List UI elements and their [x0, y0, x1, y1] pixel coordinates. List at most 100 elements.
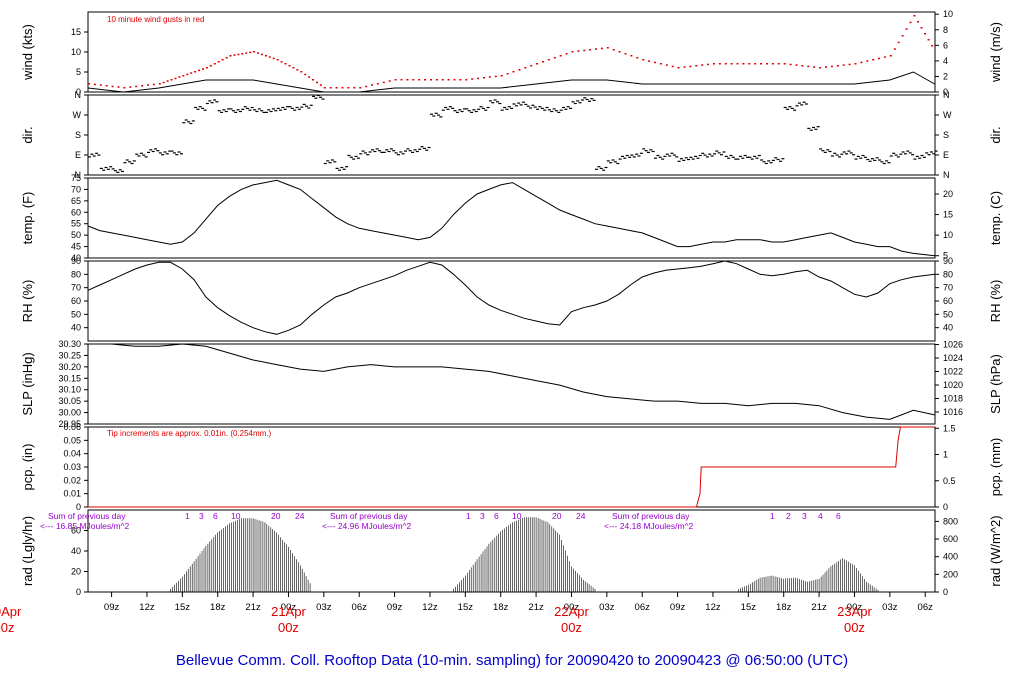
dir-point: [795, 105, 799, 107]
dir-point: [573, 102, 577, 105]
dir-point: [842, 151, 846, 153]
dir-point: [804, 103, 808, 105]
temp-right-tick-label: 5: [943, 251, 948, 261]
dir-point: [90, 153, 94, 155]
dir-point: [661, 158, 665, 160]
wind-gust-point: [559, 55, 562, 57]
dir-point: [748, 156, 752, 158]
dir-point: [816, 126, 820, 128]
wind-gust-point: [547, 59, 550, 61]
wind-gust-point: [213, 63, 216, 65]
dir-point: [425, 149, 429, 151]
dir-point: [630, 154, 634, 156]
dir-point: [533, 106, 537, 108]
dir-point: [330, 159, 334, 161]
wind-gust-point: [860, 61, 863, 64]
x-tick-label: 18z: [776, 602, 792, 613]
slp-left-tick-label: 30.10: [58, 385, 81, 395]
pcp-right-tick-label: 1: [943, 450, 948, 460]
slp-left-tick-label: 30.00: [58, 408, 81, 418]
dir-left-axis-label: dir.: [20, 126, 35, 143]
x-day-label-hour: 00z: [0, 620, 14, 635]
slp-left-tick-label: 30.15: [58, 373, 81, 383]
dir-point: [88, 156, 91, 158]
wind-gust-point: [724, 63, 727, 65]
dir-point: [826, 149, 830, 151]
dir-point: [158, 152, 162, 154]
dir-point: [580, 99, 584, 101]
wind-gust-point: [889, 55, 892, 57]
dir-point: [498, 102, 502, 105]
wind-gust-point: [382, 81, 385, 84]
dir-point: [901, 151, 905, 153]
dir-point: [720, 154, 723, 156]
wind-gust-point: [565, 53, 568, 55]
dir-point: [396, 154, 400, 156]
dir-point: [616, 162, 620, 165]
dir-point: [106, 168, 110, 170]
dir-point: [415, 150, 419, 153]
rad-hour-mark: 2: [786, 511, 791, 521]
dir-point: [121, 170, 124, 173]
wind-gust-point: [624, 53, 627, 55]
dir-point: [198, 106, 202, 108]
wind-gust-point: [477, 77, 480, 80]
wind-gust-point: [866, 60, 869, 62]
wind-gust-point: [748, 63, 751, 65]
rh-right-tick-label: 80: [943, 269, 953, 279]
dir-point: [644, 150, 648, 152]
wind-gust-point: [335, 87, 338, 89]
pcp-left-tick-label: 0.01: [63, 489, 81, 499]
dir-point: [722, 151, 726, 153]
dir-point: [368, 151, 372, 153]
wind-gust-point: [88, 83, 90, 85]
wind-gust-point: [571, 51, 574, 53]
dir-point: [597, 166, 601, 168]
dir-point: [753, 155, 757, 157]
dir-point: [467, 110, 471, 112]
dir-point: [455, 111, 459, 113]
dir-point: [774, 157, 778, 159]
dir-point: [241, 108, 245, 110]
dir-point: [123, 162, 127, 164]
dir-point: [488, 100, 492, 102]
wind-gust-point: [524, 67, 527, 69]
wind-gust-point: [897, 41, 900, 44]
temp-left-tick-label: 60: [71, 207, 81, 217]
dir-point: [727, 157, 731, 159]
slp-left-tick-label: 30.20: [58, 362, 81, 372]
dir-right-tick-label: S: [943, 130, 949, 140]
dir-point: [715, 150, 719, 152]
dir-point: [474, 110, 478, 113]
wind-gust-point: [178, 76, 181, 78]
dir-point: [366, 154, 370, 156]
dir-point: [611, 159, 615, 161]
dir-point: [422, 147, 426, 149]
x-tick-label: 21z: [528, 602, 544, 613]
rh-right-tick-label: 70: [943, 283, 953, 293]
dir-point: [161, 154, 165, 156]
dir-point: [845, 153, 848, 155]
x-tick-label: 18z: [493, 602, 509, 613]
dir-point: [828, 150, 832, 153]
temp-panel-frame: [87, 177, 936, 259]
wind-gust-point: [636, 57, 639, 59]
rad-right-axis-label: rad (W/m^2): [988, 515, 1003, 586]
x-tick-label: 03z: [882, 602, 898, 613]
dir-point: [371, 149, 374, 151]
wind-gust-point: [583, 49, 586, 52]
wind-right-tick-label: 0: [943, 87, 948, 97]
wind-gust-point: [842, 64, 845, 66]
dir-point: [670, 152, 674, 154]
dir-point: [375, 148, 379, 150]
x-tick-label: 09z: [104, 602, 120, 613]
dir-point: [557, 111, 561, 113]
dir-point: [531, 104, 535, 106]
x-day-label-hour: 00z: [844, 620, 865, 635]
dir-point: [95, 152, 99, 154]
rh-left-tick-label: 60: [71, 296, 81, 306]
wind-gust-point: [848, 63, 851, 66]
wind-gust-point: [412, 79, 415, 81]
wind-gust-point: [304, 73, 307, 76]
dir-point: [496, 101, 499, 103]
